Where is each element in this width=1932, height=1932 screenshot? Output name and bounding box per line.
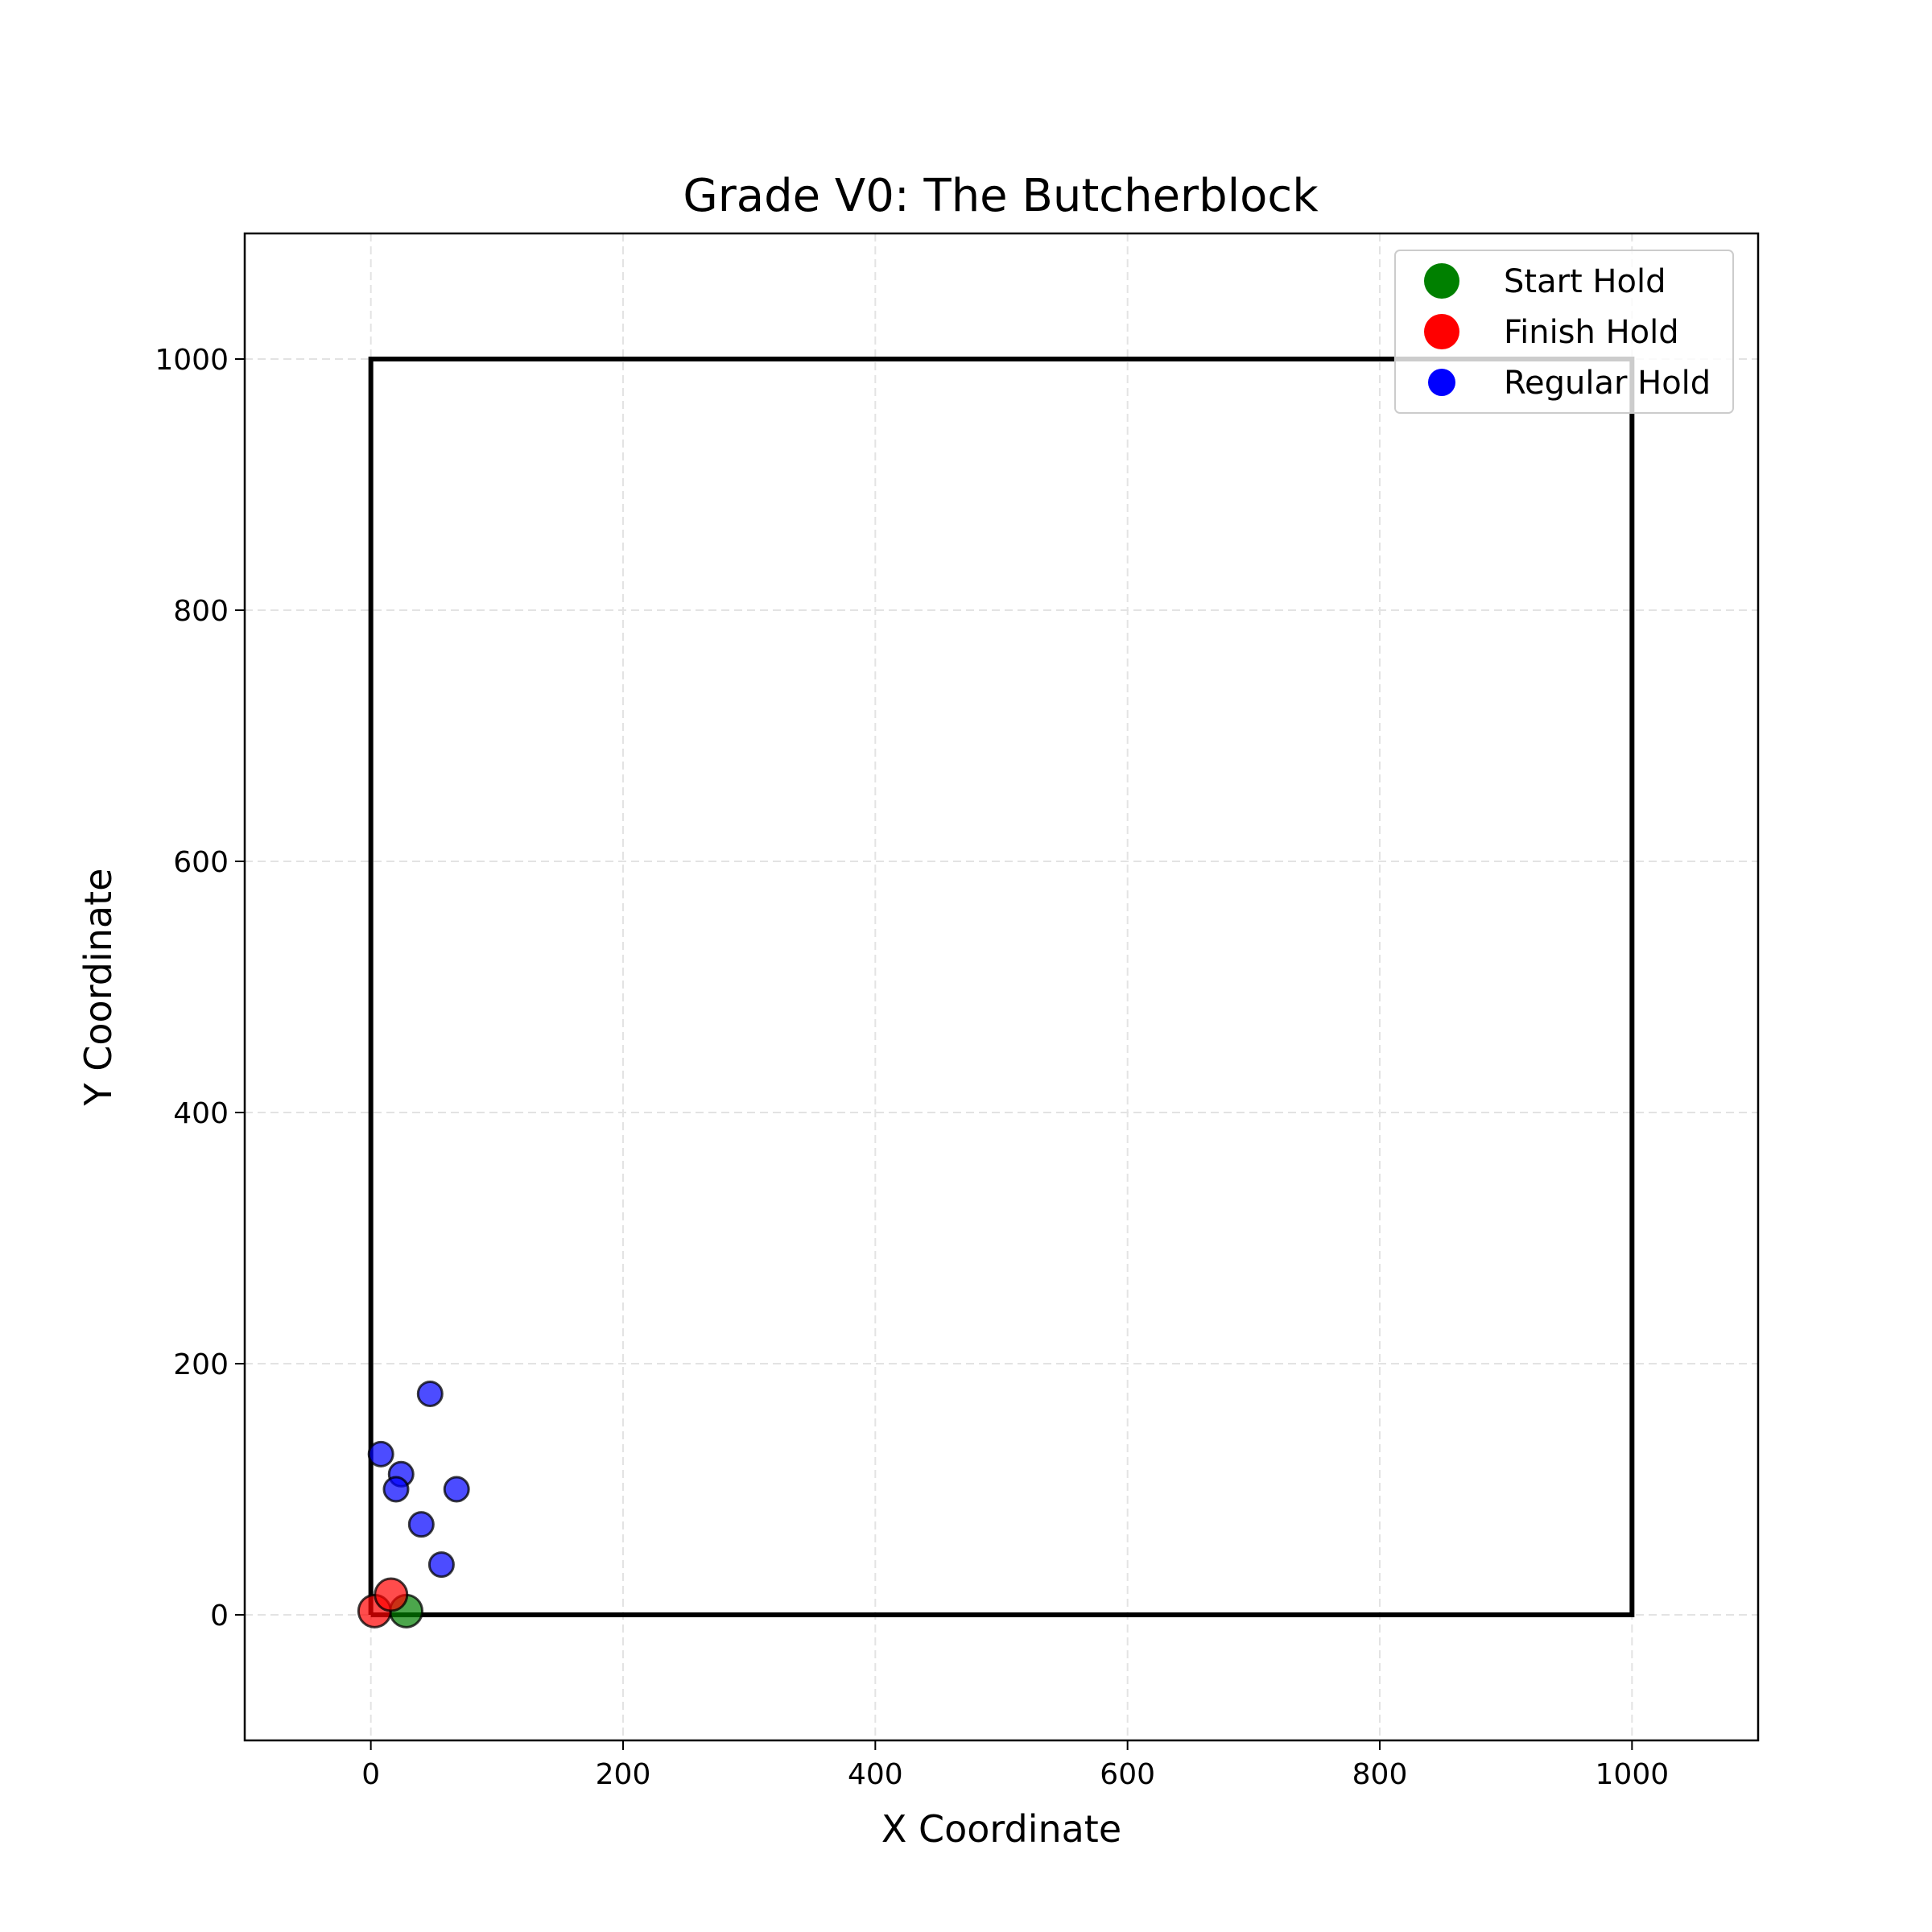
- regular-hold-point: [416, 1380, 444, 1407]
- x-tick-label: 200: [596, 1758, 651, 1791]
- regular-hold-point: [443, 1476, 470, 1503]
- regular-hold-point: [407, 1511, 435, 1538]
- legend-label-start-hold: Start Hold: [1504, 263, 1666, 300]
- x-tick-label: 600: [1100, 1758, 1155, 1791]
- legend-marker-regular-hold: [1428, 369, 1455, 396]
- y-tick-label: 800: [173, 595, 229, 628]
- legend: Start Hold Finish Hold Regular Hold: [1394, 250, 1734, 414]
- y-axis-ticks: 0 200 400 600 800 1000: [155, 344, 245, 1633]
- regular-hold-point: [427, 1551, 455, 1579]
- x-axis-label: X Coordinate: [881, 1807, 1121, 1851]
- legend-label-regular-hold: Regular Hold: [1504, 365, 1711, 402]
- plot-frame: [243, 232, 1760, 1742]
- y-tick-label: 0: [210, 1600, 229, 1633]
- x-tick-label: 400: [848, 1758, 903, 1791]
- finish-hold-point: [374, 1577, 409, 1612]
- regular-hold-point: [382, 1476, 410, 1503]
- y-tick-label: 600: [173, 846, 229, 879]
- y-tick-label: 200: [173, 1348, 229, 1381]
- y-axis-label: Y Coordinate: [76, 869, 120, 1107]
- x-tick-label: 0: [361, 1758, 380, 1791]
- chart-title: Grade V0: The Butcherblock: [683, 170, 1319, 222]
- legend-marker-start-hold: [1424, 263, 1459, 299]
- x-axis-ticks: 0 200 400 600 800 1000: [361, 1740, 1669, 1791]
- hold-points: [357, 1380, 470, 1629]
- y-tick-label: 1000: [155, 344, 229, 377]
- legend-marker-finish-hold: [1424, 314, 1459, 349]
- legend-box: [1394, 250, 1734, 414]
- legend-label-finish-hold: Finish Hold: [1504, 314, 1679, 351]
- y-tick-label: 400: [173, 1097, 229, 1130]
- x-tick-label: 1000: [1596, 1758, 1670, 1791]
- regular-hold-point: [367, 1440, 394, 1468]
- x-tick-label: 800: [1352, 1758, 1408, 1791]
